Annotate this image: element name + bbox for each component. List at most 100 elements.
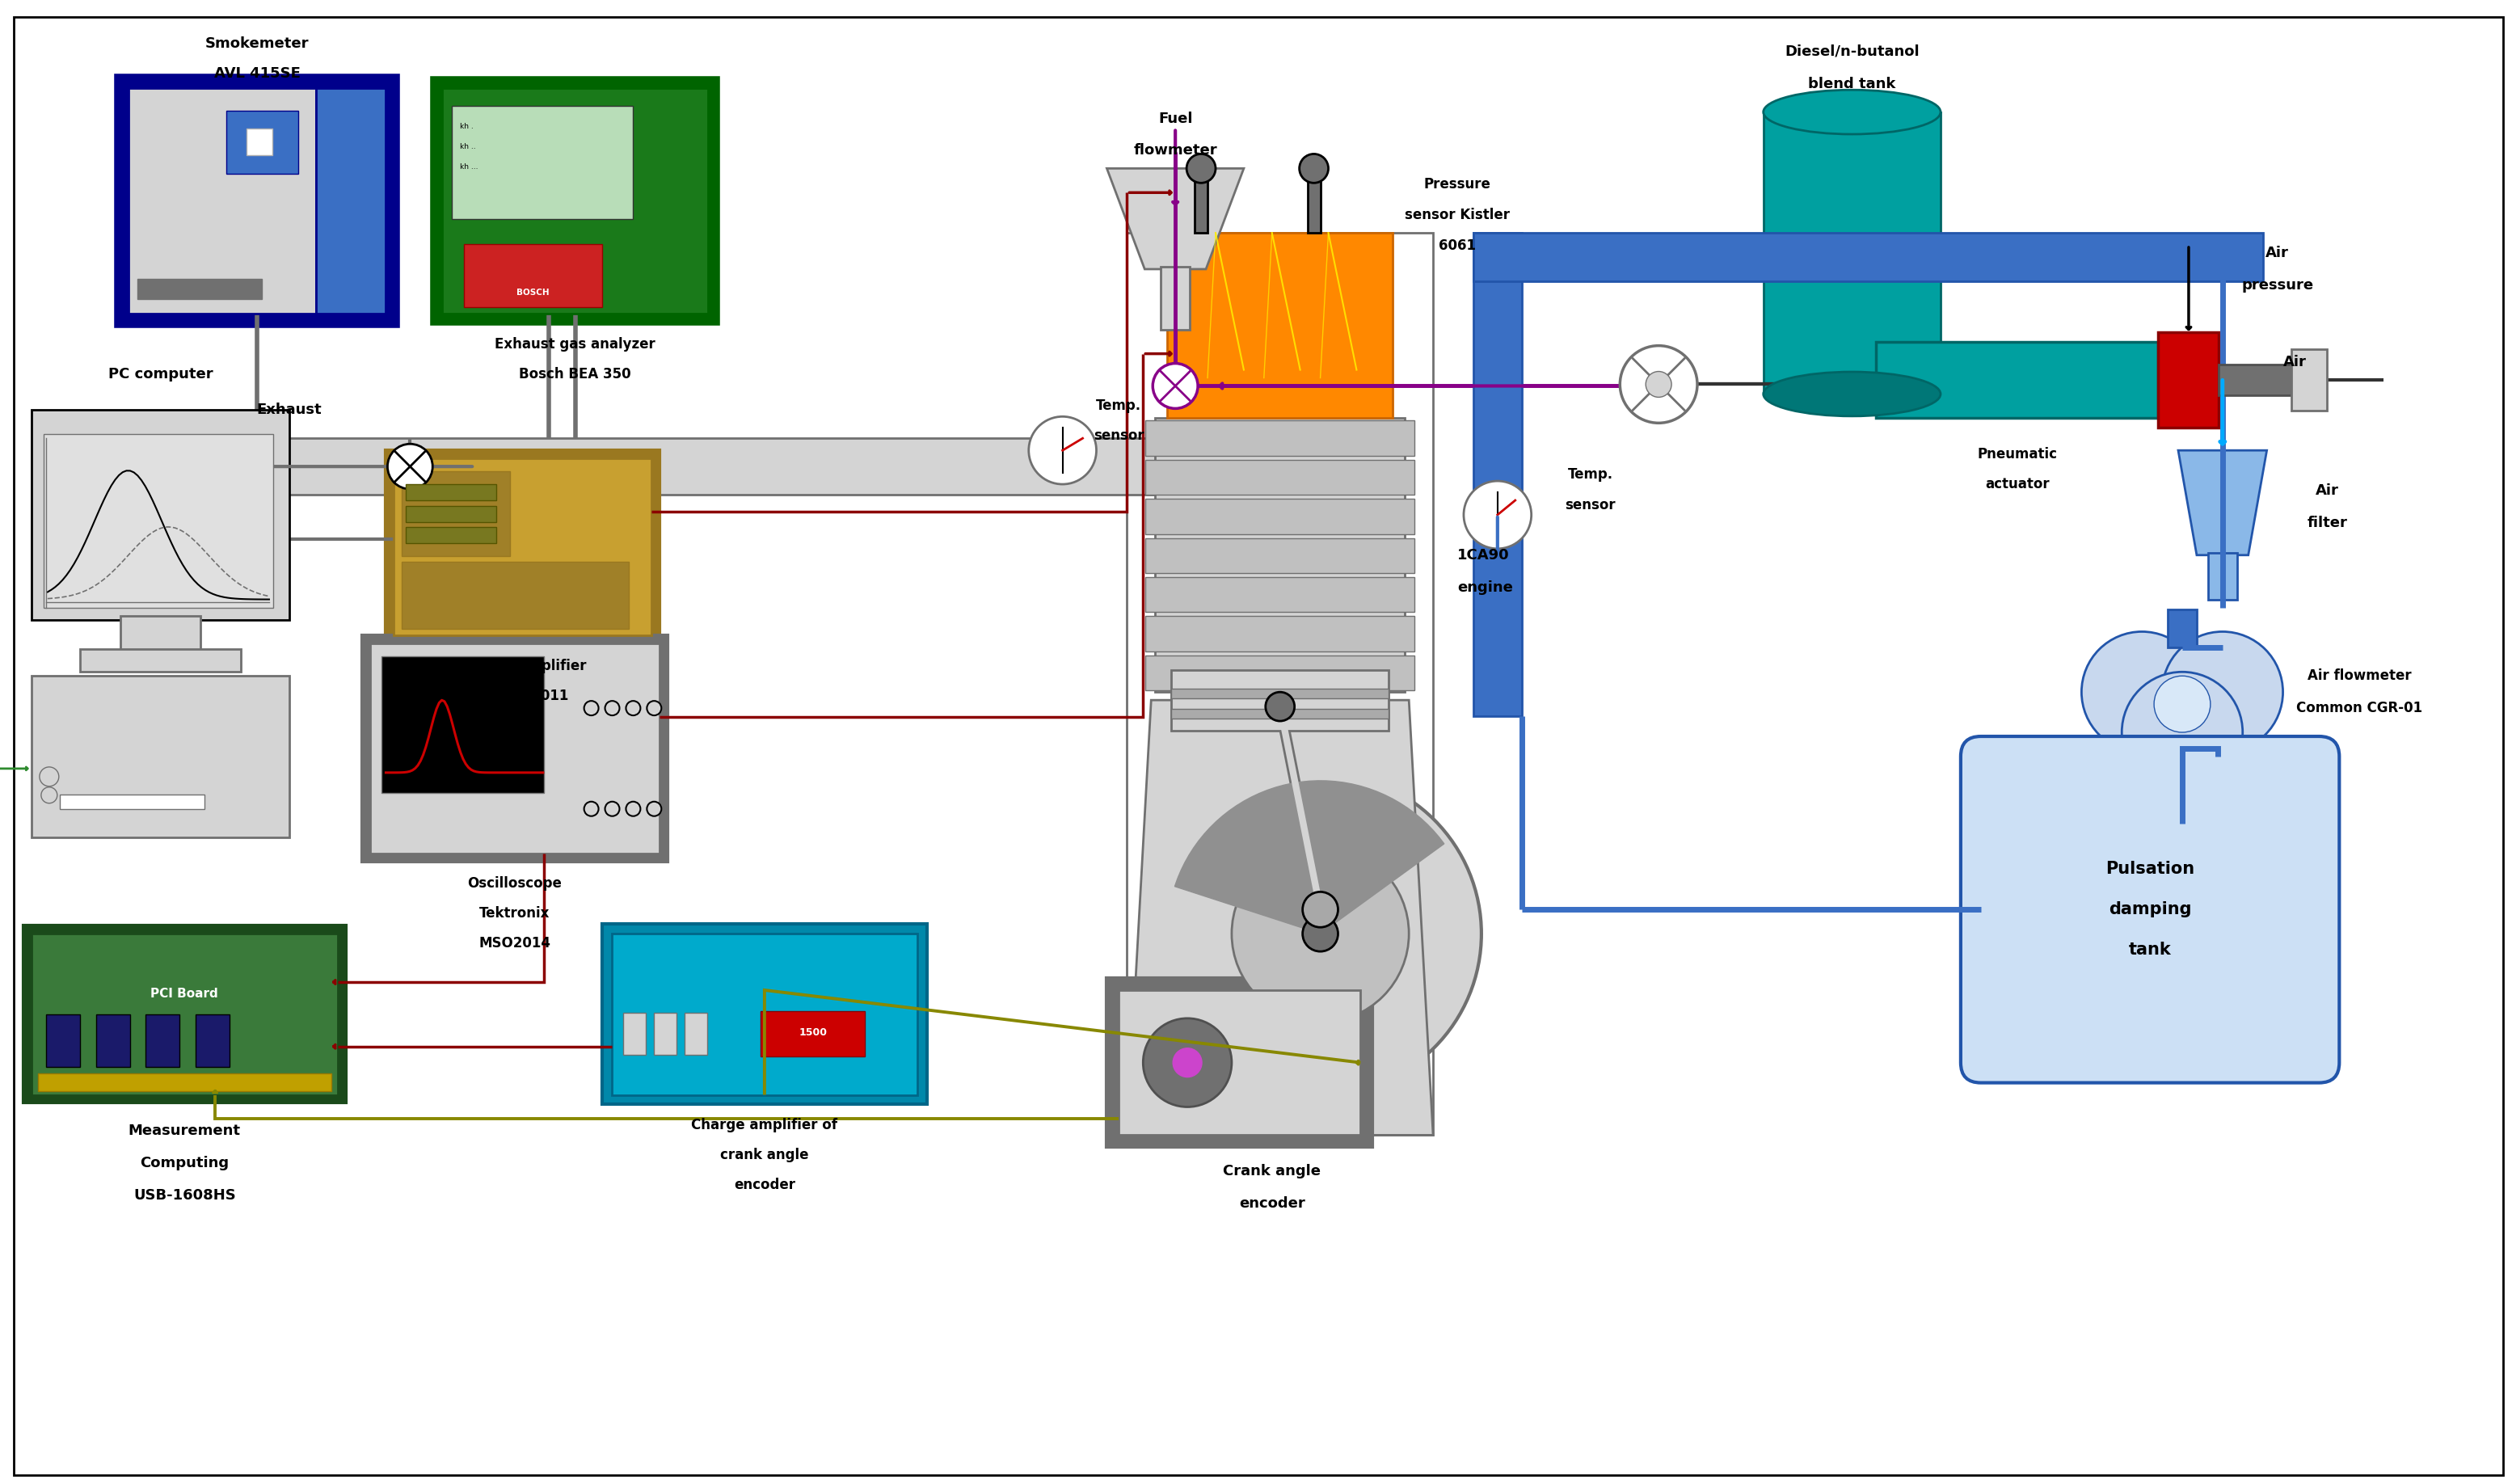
Bar bbox=[128, 88, 317, 313]
Text: flowmeter: flowmeter bbox=[1133, 144, 1218, 157]
Ellipse shape bbox=[1763, 372, 1942, 416]
Bar bbox=[128, 438, 1281, 494]
Circle shape bbox=[1173, 1048, 1201, 1077]
Bar bbox=[1876, 341, 2158, 418]
Text: Air flowmeter: Air flowmeter bbox=[2309, 669, 2412, 683]
Text: Air: Air bbox=[2266, 246, 2288, 260]
Bar bbox=[407, 484, 497, 500]
Polygon shape bbox=[2178, 450, 2266, 555]
Circle shape bbox=[1304, 916, 1339, 951]
Polygon shape bbox=[1176, 781, 1444, 933]
Bar bbox=[138, 279, 261, 298]
Bar bbox=[686, 1012, 708, 1055]
Text: pressure: pressure bbox=[2241, 278, 2314, 292]
Bar bbox=[2168, 608, 2195, 647]
Text: 6061: 6061 bbox=[1439, 239, 1477, 254]
Bar bbox=[95, 1014, 131, 1067]
Bar bbox=[2291, 349, 2326, 411]
Circle shape bbox=[1299, 154, 1329, 183]
Text: Temp.: Temp. bbox=[1095, 399, 1140, 414]
Bar bbox=[33, 410, 289, 619]
Bar bbox=[1171, 689, 1389, 699]
Circle shape bbox=[585, 801, 598, 816]
Text: Charge amplifier: Charge amplifier bbox=[460, 659, 585, 674]
Bar bbox=[116, 76, 397, 325]
Text: Charge amplifier of: Charge amplifier of bbox=[691, 1117, 836, 1132]
Bar bbox=[226, 110, 299, 174]
Bar bbox=[610, 933, 917, 1095]
Circle shape bbox=[1464, 481, 1532, 549]
Circle shape bbox=[1266, 692, 1294, 721]
Text: Temp.: Temp. bbox=[1567, 467, 1613, 482]
Bar bbox=[603, 925, 927, 1104]
Text: sensor: sensor bbox=[1565, 499, 1615, 512]
Circle shape bbox=[40, 787, 58, 803]
Text: MSO2014: MSO2014 bbox=[480, 936, 550, 951]
Bar bbox=[196, 1014, 229, 1067]
Bar bbox=[1156, 418, 1404, 692]
Text: Fuel: Fuel bbox=[1158, 111, 1193, 126]
Text: USB-1608HS: USB-1608HS bbox=[133, 1189, 236, 1204]
Bar bbox=[1161, 267, 1191, 329]
Bar bbox=[1145, 420, 1414, 456]
Circle shape bbox=[1231, 844, 1409, 1022]
Bar bbox=[45, 1014, 80, 1067]
Bar bbox=[1171, 709, 1389, 718]
Bar bbox=[1145, 577, 1414, 613]
Polygon shape bbox=[1108, 168, 1243, 269]
Circle shape bbox=[2163, 632, 2283, 752]
Bar bbox=[2218, 365, 2291, 395]
Text: encoder: encoder bbox=[734, 1178, 796, 1192]
Circle shape bbox=[2153, 675, 2211, 732]
Circle shape bbox=[648, 801, 661, 816]
Circle shape bbox=[2123, 672, 2243, 792]
Text: PC computer: PC computer bbox=[108, 367, 214, 381]
Text: Pressure: Pressure bbox=[1424, 177, 1490, 191]
Circle shape bbox=[1030, 417, 1095, 484]
Text: kh ...: kh ... bbox=[460, 163, 477, 171]
Text: Measurement: Measurement bbox=[128, 1123, 241, 1138]
Circle shape bbox=[605, 801, 620, 816]
Bar bbox=[146, 1014, 181, 1067]
Text: Kistler 5011: Kistler 5011 bbox=[477, 689, 568, 703]
Circle shape bbox=[1304, 892, 1339, 928]
Circle shape bbox=[625, 801, 641, 816]
Text: 1500: 1500 bbox=[799, 1027, 826, 1039]
Bar bbox=[33, 933, 337, 1095]
Text: damping: damping bbox=[2108, 901, 2190, 917]
Bar bbox=[23, 926, 347, 1103]
Text: Air: Air bbox=[2316, 484, 2339, 499]
Circle shape bbox=[1153, 364, 1198, 408]
Bar bbox=[121, 616, 201, 651]
Bar bbox=[38, 1073, 332, 1091]
Text: Diesel/n-butanol: Diesel/n-butanol bbox=[1784, 45, 1919, 59]
Bar bbox=[2158, 332, 2218, 427]
Text: actuator: actuator bbox=[1984, 476, 2050, 491]
Text: PCI Board: PCI Board bbox=[151, 988, 219, 1000]
Text: BOSCH: BOSCH bbox=[517, 288, 550, 297]
Text: engine: engine bbox=[1457, 580, 1512, 595]
Bar bbox=[317, 88, 387, 313]
Bar bbox=[402, 562, 628, 629]
Text: Smokemeter: Smokemeter bbox=[206, 36, 309, 50]
Bar bbox=[442, 88, 708, 313]
Bar bbox=[1108, 978, 1372, 1147]
Bar bbox=[1171, 671, 1389, 730]
Bar bbox=[1168, 233, 1392, 418]
Text: Bosch BEA 350: Bosch BEA 350 bbox=[520, 367, 631, 381]
Text: Exhaust: Exhaust bbox=[256, 402, 322, 417]
Bar bbox=[1145, 499, 1414, 534]
Bar bbox=[1196, 177, 1208, 233]
Text: tank: tank bbox=[2128, 942, 2170, 957]
Bar bbox=[1128, 233, 1432, 1135]
Circle shape bbox=[1186, 154, 1216, 183]
Bar bbox=[1145, 539, 1414, 573]
Circle shape bbox=[1645, 371, 1670, 398]
Circle shape bbox=[648, 700, 661, 715]
Text: encoder: encoder bbox=[1238, 1196, 1306, 1211]
Text: Pneumatic: Pneumatic bbox=[1977, 447, 2057, 462]
Circle shape bbox=[625, 700, 641, 715]
Circle shape bbox=[40, 767, 58, 787]
Circle shape bbox=[585, 700, 598, 715]
Text: Exhaust gas analyzer: Exhaust gas analyzer bbox=[495, 337, 656, 352]
